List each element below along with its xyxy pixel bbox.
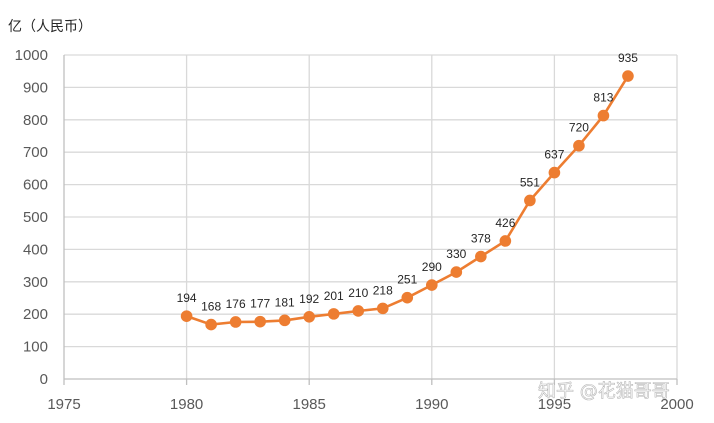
data-point: [426, 279, 438, 291]
data-label: 251: [397, 273, 417, 287]
y-tick-label: 1000: [15, 47, 48, 64]
y-axis-label: 亿（人民币）: [8, 19, 92, 35]
data-point: [205, 318, 217, 331]
y-tick-label: 300: [23, 274, 48, 291]
data-label: 637: [544, 148, 564, 162]
y-tick-label: 0: [40, 371, 48, 388]
y-tick-label: 700: [23, 144, 48, 161]
data-points: [180, 70, 634, 331]
axes: [63, 55, 678, 385]
data-point: [352, 305, 365, 317]
data-label: 813: [593, 91, 613, 105]
data-point: [303, 310, 316, 323]
x-tick-label: 1990: [415, 396, 448, 413]
data-label: 181: [275, 295, 295, 309]
data-labels: 194 168 176 177 181 192 201 210 218 251 290 330 378 4…: [177, 51, 639, 314]
data-label: 192: [299, 292, 319, 306]
data-point: [278, 314, 291, 327]
data-point: [548, 166, 561, 179]
data-point: [475, 250, 487, 263]
data-point: [327, 308, 340, 320]
data-label: 551: [520, 175, 540, 189]
data-label: 168: [201, 300, 221, 314]
data-point: [401, 291, 414, 304]
data-label: 378: [471, 232, 491, 246]
series-line: [186, 75, 630, 326]
y-tick-label: 800: [23, 112, 48, 129]
data-label: 218: [373, 283, 393, 297]
data-label: 210: [348, 286, 368, 300]
x-tick-labels: 1975 1980 1985 1990 1995 2000: [47, 396, 693, 413]
data-label: 426: [495, 216, 515, 230]
data-point: [622, 70, 634, 82]
data-point: [180, 310, 193, 322]
data-label: 177: [250, 297, 270, 311]
y-tick-label: 200: [23, 306, 48, 323]
data-point: [450, 266, 463, 278]
data-label: 176: [226, 297, 246, 311]
x-tick-label: 1975: [47, 396, 80, 413]
data-label: 290: [422, 260, 442, 274]
y-tick-label: 500: [23, 209, 48, 226]
gridlines: [64, 54, 678, 379]
x-tick-label: 1985: [293, 396, 326, 413]
data-point: [229, 316, 242, 328]
data-point: [573, 139, 585, 152]
x-tick-label: 1980: [170, 396, 203, 413]
watermark: 知乎 @花猫哥哥: [538, 381, 670, 402]
data-point: [254, 315, 266, 328]
y-tick-label: 600: [23, 177, 48, 194]
data-point: [524, 194, 536, 207]
y-tick-label: 100: [23, 339, 48, 356]
x-tick-label: 2000: [660, 396, 693, 413]
x-tick-label: 1995: [538, 396, 571, 413]
y-tick-label: 900: [23, 79, 48, 96]
data-label: 201: [324, 289, 344, 303]
data-label: 720: [569, 121, 589, 135]
data-point: [376, 302, 389, 315]
y-tick-labels: 0 100 200 300 400 500 600 700 800 900 1000: [15, 47, 48, 388]
data-label: 935: [618, 51, 638, 65]
data-point: [597, 109, 610, 122]
data-label: 330: [446, 247, 466, 261]
data-label: 194: [177, 291, 197, 305]
data-point: [499, 235, 512, 247]
y-tick-label: 400: [23, 241, 48, 258]
